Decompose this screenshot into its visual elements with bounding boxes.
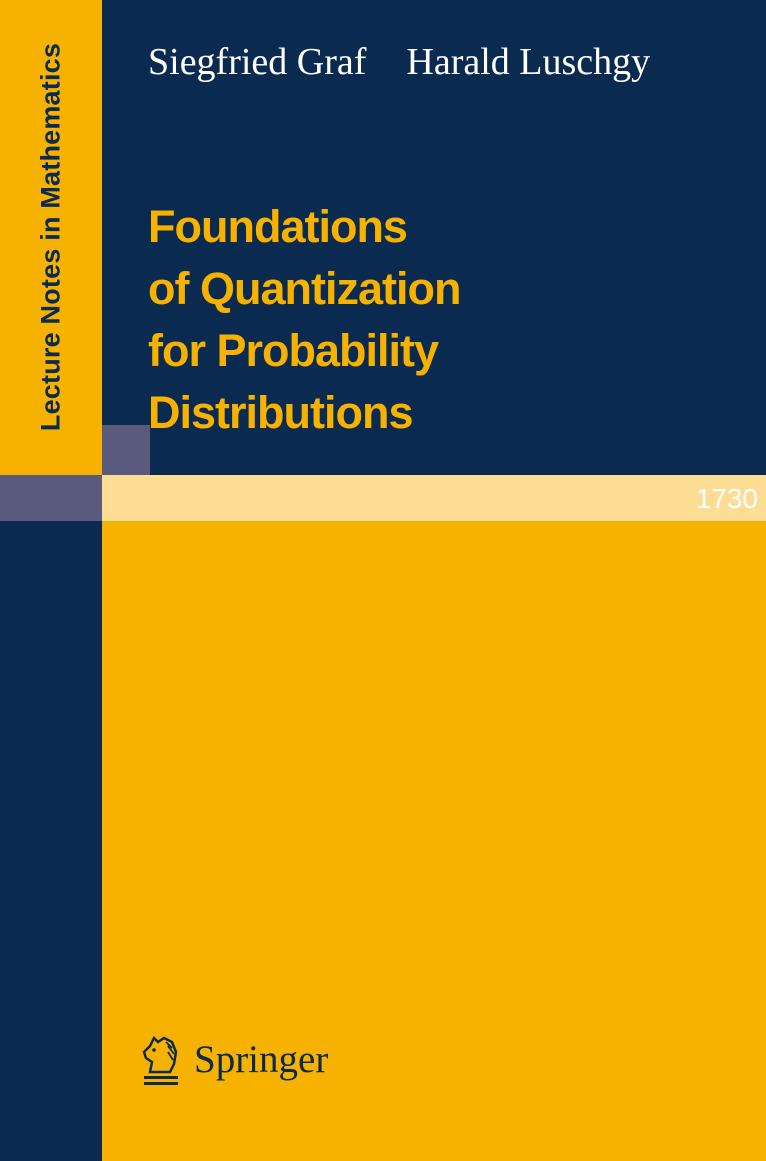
title-line: for Probability xyxy=(148,325,439,376)
publisher-logo: Springer xyxy=(140,1032,328,1086)
title-line: Distributions xyxy=(148,387,414,438)
series-name: Lecture Notes in Mathematics xyxy=(35,42,66,432)
spine-bottom-panel xyxy=(0,521,102,1161)
accent-band xyxy=(102,475,766,521)
title-panel xyxy=(102,0,766,475)
publisher-name: Springer xyxy=(194,1037,329,1081)
knight-horse-icon xyxy=(142,1035,178,1085)
cover-lower-panel xyxy=(102,521,766,1161)
spine-top-panel xyxy=(0,0,102,475)
book-title: Foundations of Quantization for Probabil… xyxy=(148,196,461,444)
volume-number: 1730 xyxy=(695,483,758,514)
accent-square xyxy=(102,425,150,475)
authors: Siegfried Graf Harald Luschgy xyxy=(148,40,690,84)
title-line: of Quantization xyxy=(148,263,461,314)
author: Harald Luschgy xyxy=(406,41,651,83)
volume-box xyxy=(0,475,102,521)
author: Siegfried Graf xyxy=(148,41,367,83)
title-line: Foundations xyxy=(148,201,408,252)
